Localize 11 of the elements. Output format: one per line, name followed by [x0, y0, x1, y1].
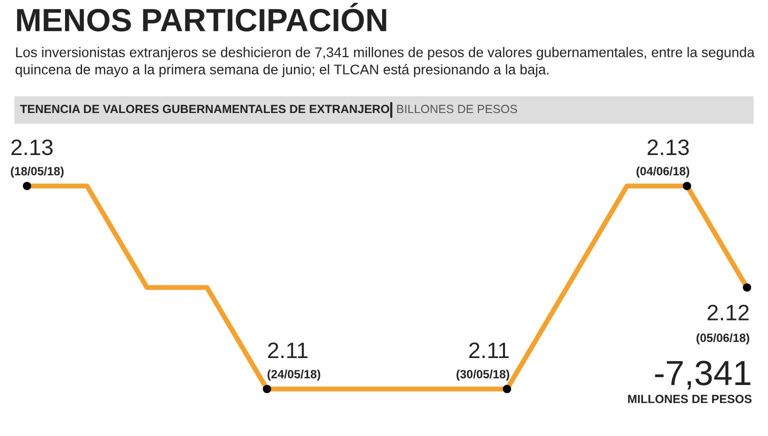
- data-label: 2.13 (18/05/18): [10, 139, 64, 178]
- annotation: -7,341: [655, 360, 750, 390]
- data-label: 2.11 (24/05/18): [268, 342, 320, 381]
- chart-subtitle: Los inversionistas extranjeros se deshicieron de 7,341 millones de pesos de valores gubernamentales, entre la segunda quincena de mayo a la primera semana de junio; el TLCAN está presionando a la baja.: [16, 47, 755, 78]
- text: MILLONES DE PESOS: [628, 394, 752, 404]
- data-label: 2.12 (05/06/18): [696, 304, 750, 344]
- text: TENENCIA DE VALORES GUBERNAMENTALES DE EXTRANJERO: [20, 104, 390, 114]
- chart-title: MENOS PARTICIPACIÓN: [17, 2, 386, 32]
- text: BILLONES DE PESOS: [397, 104, 518, 114]
- data-label: 2.13 (04/06/18): [636, 139, 690, 178]
- data-label: 2.11 (30/05/18): [456, 342, 510, 381]
